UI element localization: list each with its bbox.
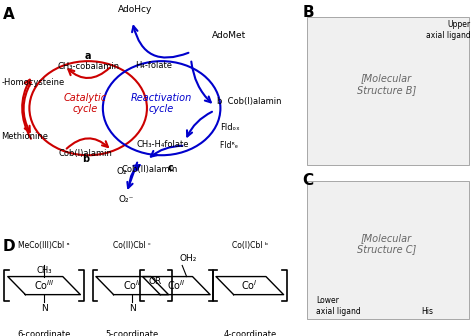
Text: Co$^{II}$: Co$^{II}$ xyxy=(123,279,142,293)
Text: Fldₒₓ: Fldₒₓ xyxy=(220,123,240,131)
Text: Cob(II)alamin: Cob(II)alamin xyxy=(122,165,178,174)
Text: His: His xyxy=(421,307,433,316)
Text: -Homocysteine: -Homocysteine xyxy=(1,78,65,87)
Text: Co$^{II}$: Co$^{II}$ xyxy=(167,279,186,293)
FancyBboxPatch shape xyxy=(307,17,469,165)
Text: O₂: O₂ xyxy=(117,167,128,176)
Text: Co$^{III}$: Co$^{III}$ xyxy=(34,279,55,293)
Text: b: b xyxy=(82,154,89,164)
Text: AdoHcy: AdoHcy xyxy=(118,5,152,14)
Text: c: c xyxy=(168,163,173,172)
Text: CH₃: CH₃ xyxy=(36,265,52,275)
Text: a: a xyxy=(85,51,91,61)
Text: B: B xyxy=(302,5,314,20)
Text: 6-coordinate: 6-coordinate xyxy=(18,330,71,336)
Text: H₄-folate: H₄-folate xyxy=(135,61,172,70)
Text: Lower
axial ligand: Lower axial ligand xyxy=(316,296,361,316)
Text: Cob(I)alamin: Cob(I)alamin xyxy=(58,149,112,158)
Text: O₂⁻: O₂⁻ xyxy=(118,196,134,204)
Text: C: C xyxy=(302,173,313,188)
Text: OH₂: OH₂ xyxy=(179,254,197,263)
Text: Reactivation
cycle: Reactivation cycle xyxy=(131,93,192,114)
Text: [Molecular
Structure B]: [Molecular Structure B] xyxy=(356,73,416,95)
Text: Methionine: Methionine xyxy=(1,132,48,141)
Text: Catalytic
cycle: Catalytic cycle xyxy=(64,93,107,114)
Text: Upper
axial ligand: Upper axial ligand xyxy=(426,20,471,40)
Text: Co$^{I}$: Co$^{I}$ xyxy=(241,279,258,293)
Text: N: N xyxy=(41,304,47,313)
Text: A: A xyxy=(3,7,15,22)
Text: N: N xyxy=(129,304,136,313)
FancyBboxPatch shape xyxy=(307,181,469,319)
Text: OR: OR xyxy=(148,277,162,286)
Text: Co(I)Cbl ᵇ: Co(I)Cbl ᵇ xyxy=(232,241,268,250)
Text: Fldᴿₑ⁤: Fldᴿₑ⁤ xyxy=(220,141,238,150)
Text: Co(II)Cbl ᶜ: Co(II)Cbl ᶜ xyxy=(113,241,151,250)
Text: [Molecular
Structure C]: [Molecular Structure C] xyxy=(356,233,416,254)
Text: 4-coordinate: 4-coordinate xyxy=(223,330,276,336)
Text: MeCo(III)Cbl ᵃ: MeCo(III)Cbl ᵃ xyxy=(18,241,70,250)
Text: CH₃-cobalamin: CH₃-cobalamin xyxy=(57,62,119,71)
Text: D: D xyxy=(3,239,16,254)
Text: 5-coordinate: 5-coordinate xyxy=(106,330,159,336)
Text: CH₃-H₄folate: CH₃-H₄folate xyxy=(137,140,189,149)
Text: AdoMet: AdoMet xyxy=(211,31,246,40)
Text: b  Cob(I)alamin: b Cob(I)alamin xyxy=(218,97,282,106)
